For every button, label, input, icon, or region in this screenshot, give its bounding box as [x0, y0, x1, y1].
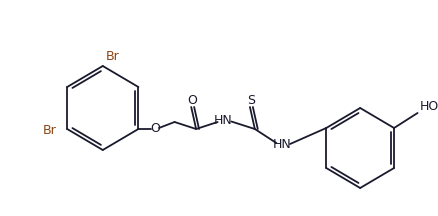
Text: HN: HN [272, 138, 291, 151]
Text: Br: Br [106, 51, 119, 64]
Text: HO: HO [419, 100, 438, 113]
Text: S: S [246, 94, 254, 106]
Text: O: O [187, 94, 197, 106]
Text: Br: Br [42, 124, 57, 137]
Text: HN: HN [214, 114, 232, 127]
Text: O: O [150, 122, 159, 135]
